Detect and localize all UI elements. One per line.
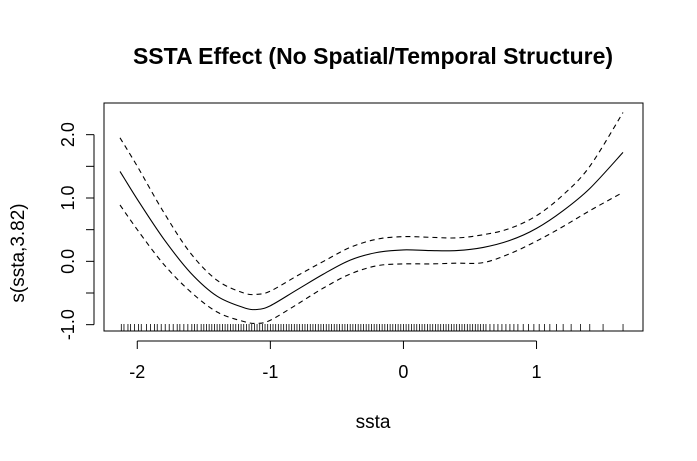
rug-plot bbox=[120, 324, 624, 331]
x-tick-label: -1 bbox=[262, 362, 278, 382]
series-group bbox=[119, 112, 624, 325]
y-tick-label: 2.0 bbox=[58, 122, 78, 147]
y-tick-label: -1.0 bbox=[58, 309, 78, 340]
x-axis: -2 -1 0 1 bbox=[129, 340, 542, 382]
y-tick-label: 1.0 bbox=[58, 185, 78, 210]
smooth-effect-line bbox=[119, 152, 624, 311]
x-axis-label: ssta bbox=[356, 412, 391, 433]
x-tick-label: -2 bbox=[129, 362, 145, 382]
x-tick-label: 1 bbox=[532, 362, 542, 382]
chart-title: SSTA Effect (No Spatial/Temporal Structu… bbox=[133, 43, 613, 69]
y-axis-label: s(ssta,3.82) bbox=[8, 203, 29, 302]
lower-ci-line bbox=[119, 191, 624, 325]
x-tick-label: 0 bbox=[398, 362, 408, 382]
y-axis: -1.0 0.0 1.0 2.0 bbox=[58, 122, 95, 340]
y-tick-label: 0.0 bbox=[58, 249, 78, 274]
plot-frame bbox=[103, 102, 644, 332]
upper-ci-line bbox=[119, 112, 624, 296]
